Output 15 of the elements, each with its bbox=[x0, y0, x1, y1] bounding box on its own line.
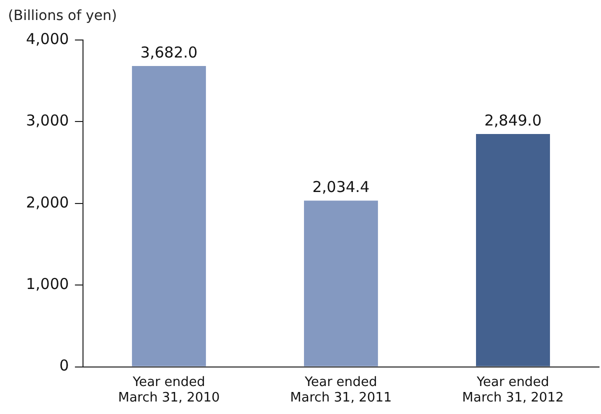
y-tick-label: 0 bbox=[59, 356, 69, 375]
y-axis-title: (Billions of yen) bbox=[8, 8, 117, 24]
bar bbox=[132, 66, 206, 366]
x-tick-label: Year ended March 31, 2011 bbox=[290, 374, 392, 406]
x-tick-label: Year ended March 31, 2010 bbox=[118, 374, 220, 406]
data-label: 2,849.0 bbox=[484, 111, 542, 130]
data-label: 3,682.0 bbox=[140, 43, 198, 62]
x-tick-label: Year ended March 31, 2012 bbox=[462, 374, 564, 406]
y-tick-label: 1,000 bbox=[26, 274, 69, 293]
y-tick-label: 2,000 bbox=[26, 193, 69, 212]
y-tick-label: 4,000 bbox=[26, 30, 69, 48]
bar bbox=[476, 134, 550, 366]
bar bbox=[304, 200, 378, 366]
y-tick-label: 3,000 bbox=[26, 112, 69, 130]
data-label: 2,034.4 bbox=[312, 178, 370, 196]
